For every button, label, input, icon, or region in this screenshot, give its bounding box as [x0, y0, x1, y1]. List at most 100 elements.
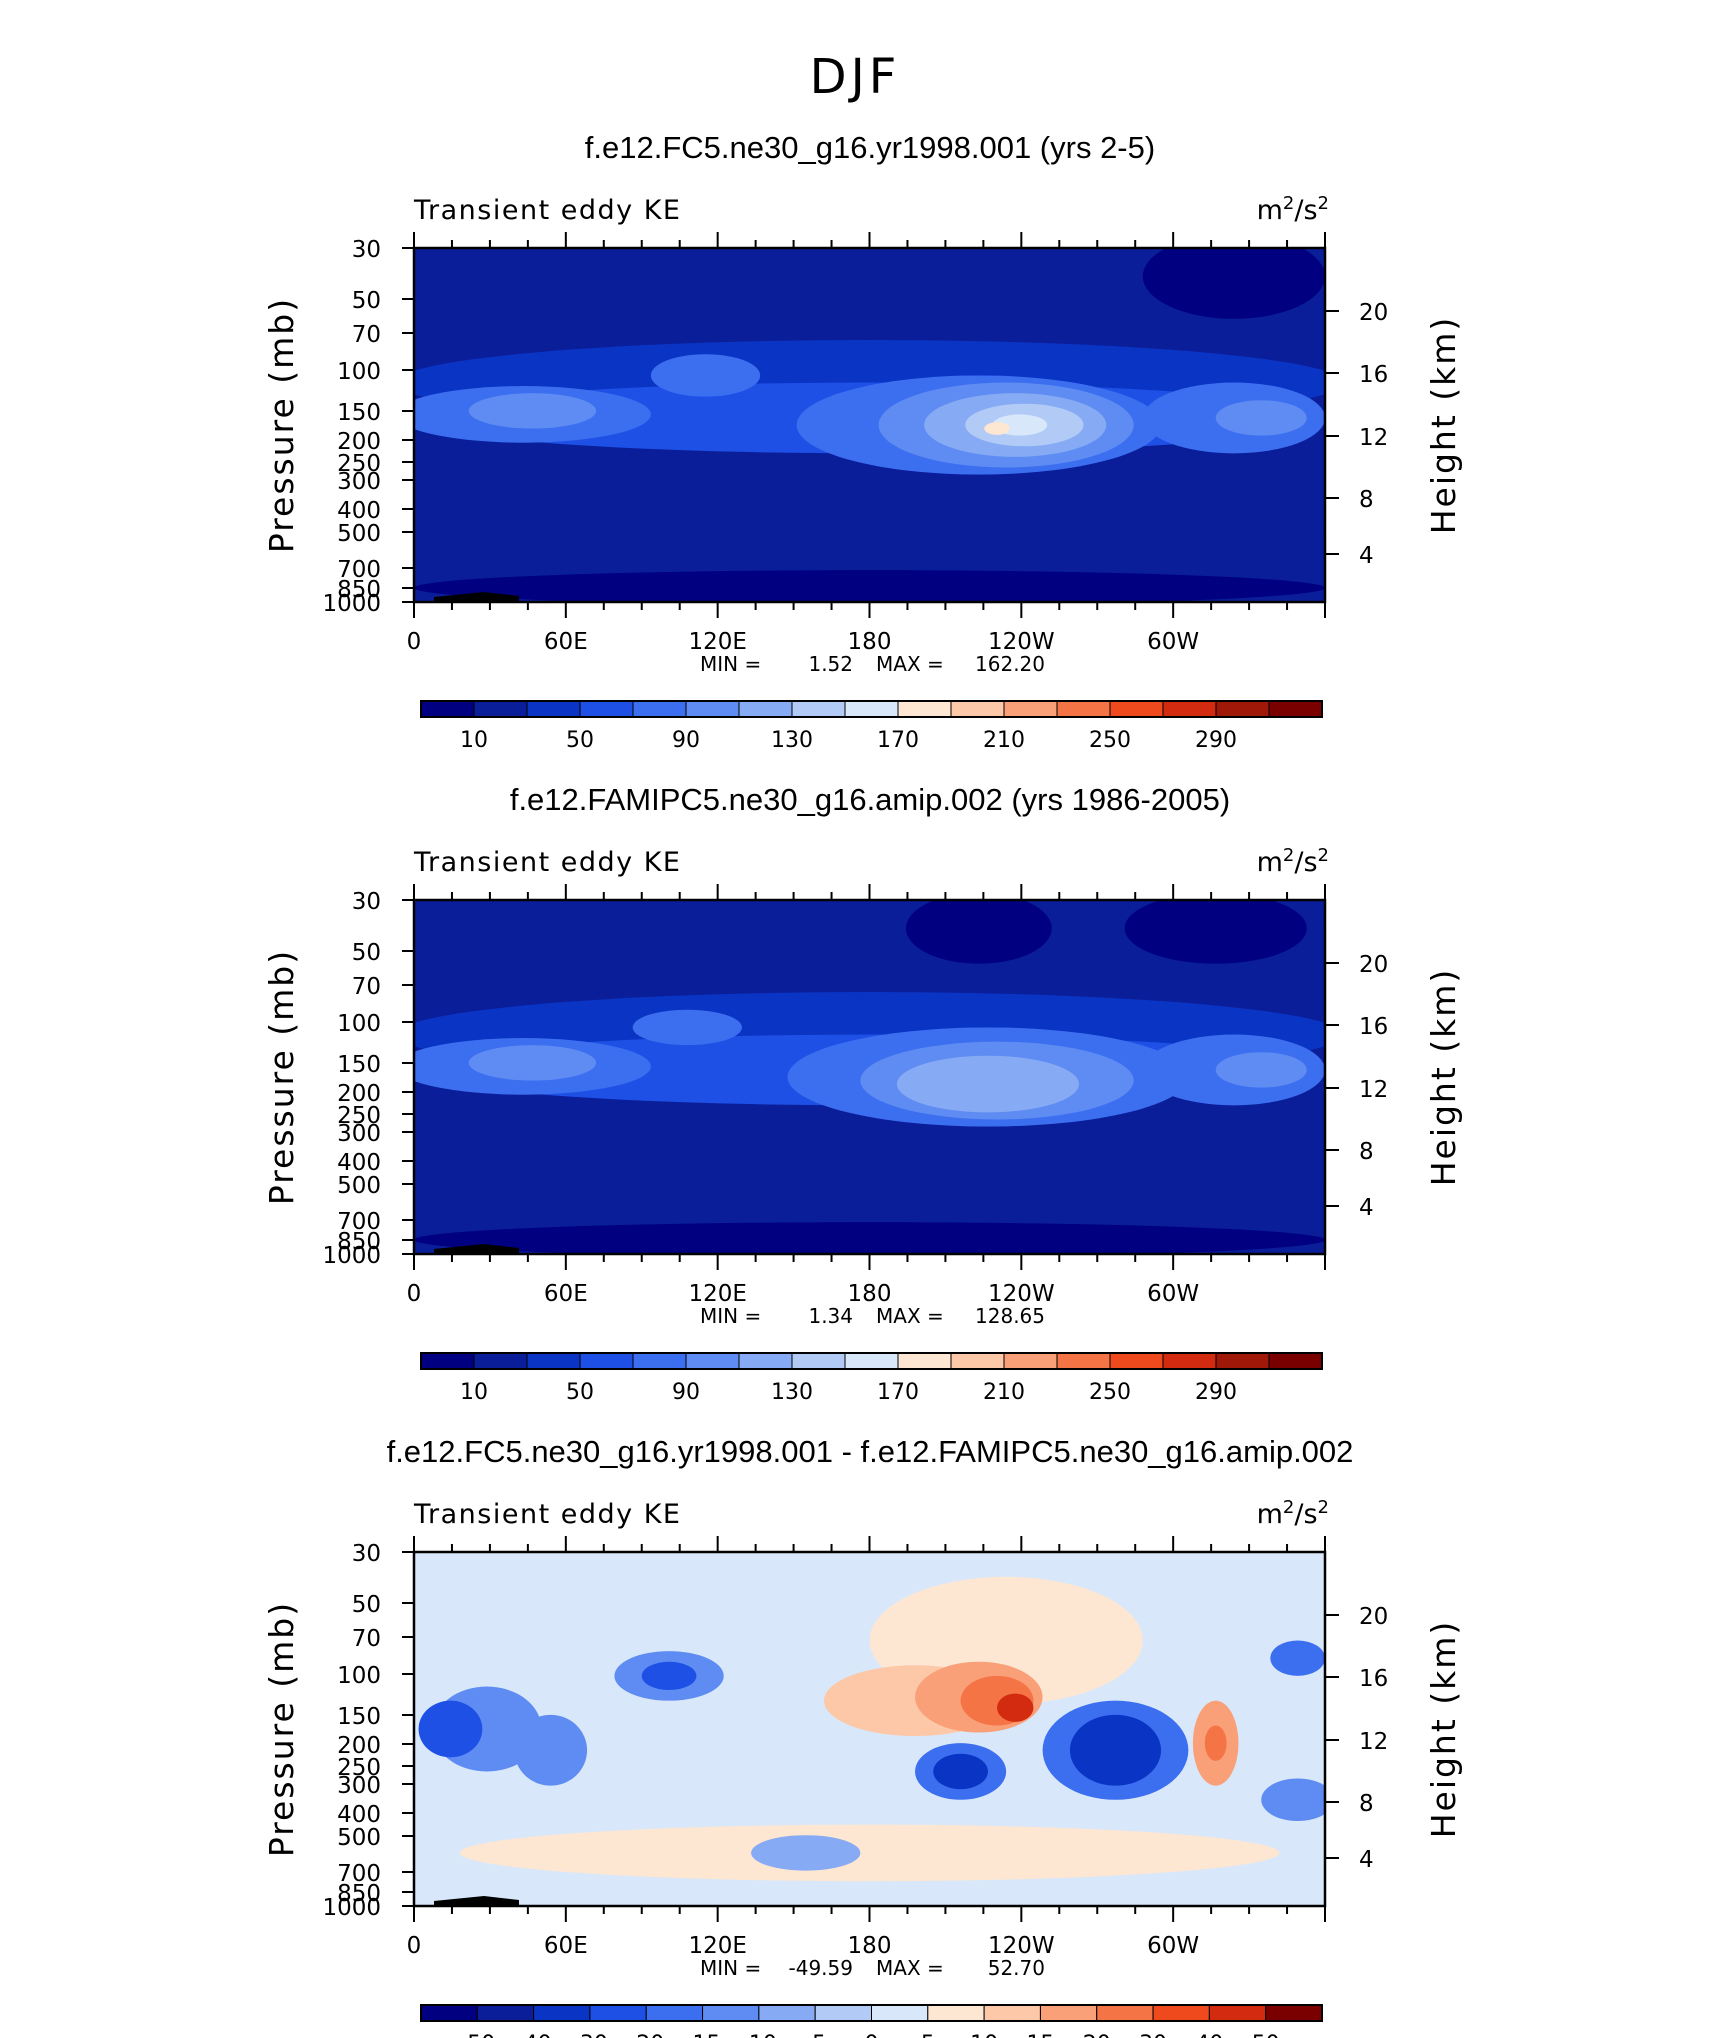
colorbar-label: 40 [1195, 2032, 1223, 2038]
colorbar-swatch [420, 2004, 478, 2022]
colorbar-label: 15 [1026, 2032, 1054, 2038]
contour-region [418, 1700, 483, 1758]
y-tick-label: 100 [337, 359, 381, 385]
stats-min-value: 1.52 [808, 652, 853, 676]
y-tick-label: 50 [352, 288, 381, 314]
contour-region [468, 393, 597, 429]
x-tick-label: 60W [1147, 1281, 1199, 1307]
contour-region [1069, 1714, 1162, 1786]
y-tick-label: 700 [337, 557, 381, 583]
y2-tick-label: 16 [1359, 1014, 1388, 1040]
colorbar-swatch [1265, 2004, 1323, 2022]
y-tick-label: 250 [337, 1103, 381, 1129]
colorbar-swatch [1152, 2004, 1210, 2022]
colorbar-frame [420, 2004, 1323, 2022]
colorbar-swatch [758, 2004, 816, 2022]
y2-tick-label: 20 [1359, 300, 1388, 326]
variable-label: Transient eddy KE [413, 1499, 681, 1530]
contour-field [418, 1576, 1325, 1906]
x-tick-label: 120W [988, 1933, 1055, 1959]
contour-region [896, 1055, 1080, 1113]
contour-region [1270, 1640, 1325, 1676]
colorbar-label: 130 [771, 728, 813, 753]
colorbar-label: 10 [970, 2032, 998, 2038]
contour-region [1204, 1725, 1227, 1761]
colorbar-swatch [1162, 700, 1217, 718]
contour-region [751, 1835, 861, 1871]
colorbar-swatch [702, 2004, 760, 2022]
colorbar-swatch [1215, 700, 1270, 718]
x-tick-label: 0 [407, 1281, 422, 1307]
colorbar-swatch [844, 1352, 899, 1370]
colorbar-swatch [685, 1352, 740, 1370]
colorbar-label: 5 [921, 2032, 935, 2038]
colorbar-label: 10 [460, 1380, 488, 1405]
y-tick-label: 30 [352, 889, 381, 915]
colorbar-label: 210 [983, 728, 1025, 753]
colorbar-swatch [579, 1352, 634, 1370]
contour-field [414, 248, 1325, 602]
colorbar-swatch [1039, 2004, 1098, 2022]
stats-min-label: MIN = [700, 652, 761, 676]
y-tick-label: 1000 [322, 1243, 381, 1269]
x-tick-label: 0 [407, 1933, 422, 1959]
y-tick-label: 100 [337, 1011, 381, 1037]
stats-min-value: 1.34 [808, 1304, 853, 1328]
contour-region [468, 1045, 597, 1081]
y-tick-label: 300 [337, 1773, 381, 1799]
colorbar-swatch [1268, 700, 1323, 718]
panel-title: f.e12.FC5.ne30_g16.yr1998.001 - f.e12.FA… [387, 1434, 1354, 1469]
colorbar-swatch [589, 2004, 647, 2022]
y-tick-label: 850 [337, 577, 381, 603]
colorbar-label: 20 [1083, 2032, 1111, 2038]
colorbar-label: 90 [672, 728, 700, 753]
colorbar-swatch [526, 1352, 581, 1370]
y-tick-label: 150 [337, 1704, 381, 1730]
colorbar-label: -20 [628, 2032, 664, 2038]
colorbar-swatch [579, 700, 634, 718]
colorbar-swatch [897, 700, 952, 718]
y-tick-label: 1000 [322, 591, 381, 617]
colorbar-swatch [1056, 700, 1111, 718]
contour-region [1124, 900, 1307, 964]
colorbar-label: 170 [877, 1380, 919, 1405]
y-tick-label: 30 [352, 237, 381, 263]
y-tick-label: 200 [337, 1081, 381, 1107]
x-tick-label: 60E [544, 1281, 588, 1307]
stats-max-value: 52.70 [988, 1956, 1045, 1980]
colorbar-label: 290 [1195, 1380, 1237, 1405]
y-tick-label: 700 [337, 1209, 381, 1235]
colorbar-label: 130 [771, 1380, 813, 1405]
stats-min-label: MIN = [700, 1956, 761, 1980]
y2-tick-label: 12 [1359, 425, 1388, 451]
y-tick-label: 50 [352, 1592, 381, 1618]
x-tick-label: 0 [407, 629, 422, 655]
stats-min-label: MIN = [700, 1304, 761, 1328]
y-tick-label: 700 [337, 1861, 381, 1887]
y2-tick-label: 4 [1359, 1847, 1374, 1873]
colorbar-label: 30 [1139, 2032, 1167, 2038]
colorbar-swatch [420, 1352, 475, 1370]
y2-tick-label: 8 [1359, 487, 1374, 513]
colorbar-swatch [1056, 1352, 1111, 1370]
y2-axis-label: Height (km) [1424, 1620, 1463, 1839]
units-label: m2/s2 [1257, 845, 1329, 878]
x-tick-label: 60E [544, 1933, 588, 1959]
colorbar-swatch [476, 2004, 535, 2022]
colorbar-swatch [420, 700, 475, 718]
colorbar-label: -15 [685, 2032, 721, 2038]
colorbar-swatch [1003, 1352, 1058, 1370]
colorbar-swatch [1208, 2004, 1267, 2022]
colorbar-swatch [950, 700, 1005, 718]
y2-axis-label: Height (km) [1424, 316, 1463, 535]
variable-label: Transient eddy KE [413, 195, 681, 226]
y-tick-label: 300 [337, 1121, 381, 1147]
y2-tick-label: 12 [1359, 1077, 1388, 1103]
contour-region [1215, 400, 1307, 436]
stats-max-label: MAX = [876, 652, 944, 676]
x-tick-label: 180 [848, 629, 892, 655]
x-tick-label: 120E [688, 1933, 746, 1959]
topography-mask [434, 1244, 519, 1254]
y-tick-label: 150 [337, 400, 381, 426]
y-axis-label: Pressure (mb) [262, 297, 301, 553]
